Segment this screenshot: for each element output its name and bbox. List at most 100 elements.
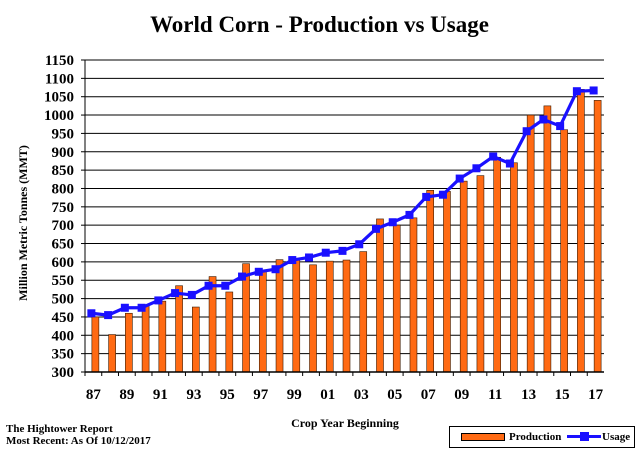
source-note: The Hightower Report Most Recent: As Of …: [6, 423, 151, 447]
x-tick-label: 07: [421, 387, 437, 403]
y-tick-label: 1050: [44, 90, 74, 106]
y-tick-label: 800: [52, 181, 75, 197]
y-tick-label: 500: [52, 292, 75, 308]
production-bar: [493, 156, 501, 373]
y-tick-label: 550: [52, 273, 75, 289]
legend-usage-marker: [580, 432, 589, 441]
usage-marker: [489, 152, 498, 161]
production-bar: [426, 190, 435, 373]
production-bar: [476, 175, 485, 373]
production-bar: [510, 162, 518, 373]
usage-marker: [254, 267, 263, 276]
usage-marker: [204, 281, 213, 290]
y-tick-label: 1000: [44, 108, 74, 124]
y-tick-label: 450: [52, 310, 75, 326]
usage-marker: [321, 248, 330, 257]
usage-marker: [271, 265, 280, 274]
legend-usage-label: Usage: [602, 431, 631, 443]
x-axis-label: Crop Year Beginning: [291, 416, 399, 430]
x-tick-label: 11: [488, 387, 502, 403]
usage-marker: [305, 253, 314, 262]
x-tick-label: 89: [119, 387, 134, 403]
x-tick-label: 93: [186, 387, 201, 403]
y-tick-label: 700: [52, 218, 75, 234]
usage-marker: [505, 159, 514, 168]
usage-marker: [405, 210, 414, 219]
usage-marker: [572, 87, 581, 96]
usage-marker: [187, 290, 196, 299]
usage-marker: [171, 289, 180, 298]
y-tick-label: 600: [52, 255, 75, 271]
production-bar: [543, 105, 552, 373]
x-tick-label: 17: [588, 387, 604, 403]
usage-marker: [238, 272, 247, 281]
y-tick-label: 300: [52, 365, 75, 381]
usage-marker: [104, 311, 113, 320]
usage-marker: [472, 164, 481, 173]
x-tick-label: 91: [153, 387, 168, 403]
production-bar: [141, 305, 150, 373]
usage-marker: [371, 224, 380, 233]
source-line-2: Most Recent: As Of 10/12/2017: [6, 435, 151, 447]
production-bar: [577, 89, 585, 373]
x-tick-label: 95: [220, 387, 235, 403]
production-bar: [593, 100, 602, 373]
usage-marker: [338, 246, 347, 255]
usage-marker: [154, 296, 163, 305]
production-bar: [560, 129, 568, 373]
chart-title: World Corn - Production vs Usage: [150, 12, 489, 37]
production-bar: [526, 114, 535, 373]
usage-marker: [120, 303, 129, 312]
x-tick-label: 87: [86, 387, 102, 403]
production-bar: [459, 180, 468, 373]
y-tick-label: 950: [52, 126, 75, 142]
x-tick-label: 05: [387, 387, 402, 403]
y-tick-label: 400: [52, 328, 75, 344]
production-bar: [192, 306, 200, 373]
production-bar: [342, 259, 351, 373]
usage-line: [91, 88, 594, 317]
usage-marker: [422, 192, 431, 201]
usage-marker: [589, 86, 598, 95]
usage-marker: [539, 115, 548, 124]
x-tick-label: 13: [521, 387, 536, 403]
source-line-1: The Hightower Report: [6, 423, 113, 435]
y-tick-label: 1150: [45, 53, 74, 69]
production-bar: [175, 285, 183, 373]
production-bar: [376, 218, 384, 373]
production-bar: [125, 312, 133, 373]
production-bar: [158, 300, 167, 373]
production-bar: [392, 224, 401, 373]
usage-marker: [87, 309, 96, 318]
y-tick-label: 900: [52, 145, 75, 161]
production-bar: [359, 251, 368, 373]
usage-marker: [137, 303, 146, 312]
usage-marker: [388, 218, 397, 227]
usage-marker: [438, 190, 447, 199]
production-bar: [108, 334, 116, 373]
usage-marker: [455, 174, 464, 183]
legend-production-swatch: [461, 433, 505, 441]
usage-marker: [355, 240, 364, 249]
y-tick-label: 750: [52, 200, 75, 216]
usage-marker: [556, 122, 565, 131]
x-tick-label: 01: [320, 387, 335, 403]
legend: Production Usage: [449, 426, 635, 448]
y-tick-label: 650: [52, 237, 75, 253]
legend-production-label: Production: [509, 431, 562, 443]
y-tick-label: 850: [52, 163, 75, 179]
production-bar: [275, 259, 284, 373]
y-tick-label: 1100: [45, 71, 74, 87]
production-bar: [258, 270, 267, 373]
production-bar: [225, 291, 234, 373]
y-tick-label: 350: [52, 347, 75, 363]
usage-marker: [288, 256, 297, 265]
x-tick-label: 97: [253, 387, 269, 403]
usage-marker: [221, 281, 230, 290]
production-bar: [292, 259, 301, 373]
production-bar: [91, 316, 100, 373]
usage-marker: [522, 127, 531, 136]
x-tick-label: 09: [454, 387, 469, 403]
